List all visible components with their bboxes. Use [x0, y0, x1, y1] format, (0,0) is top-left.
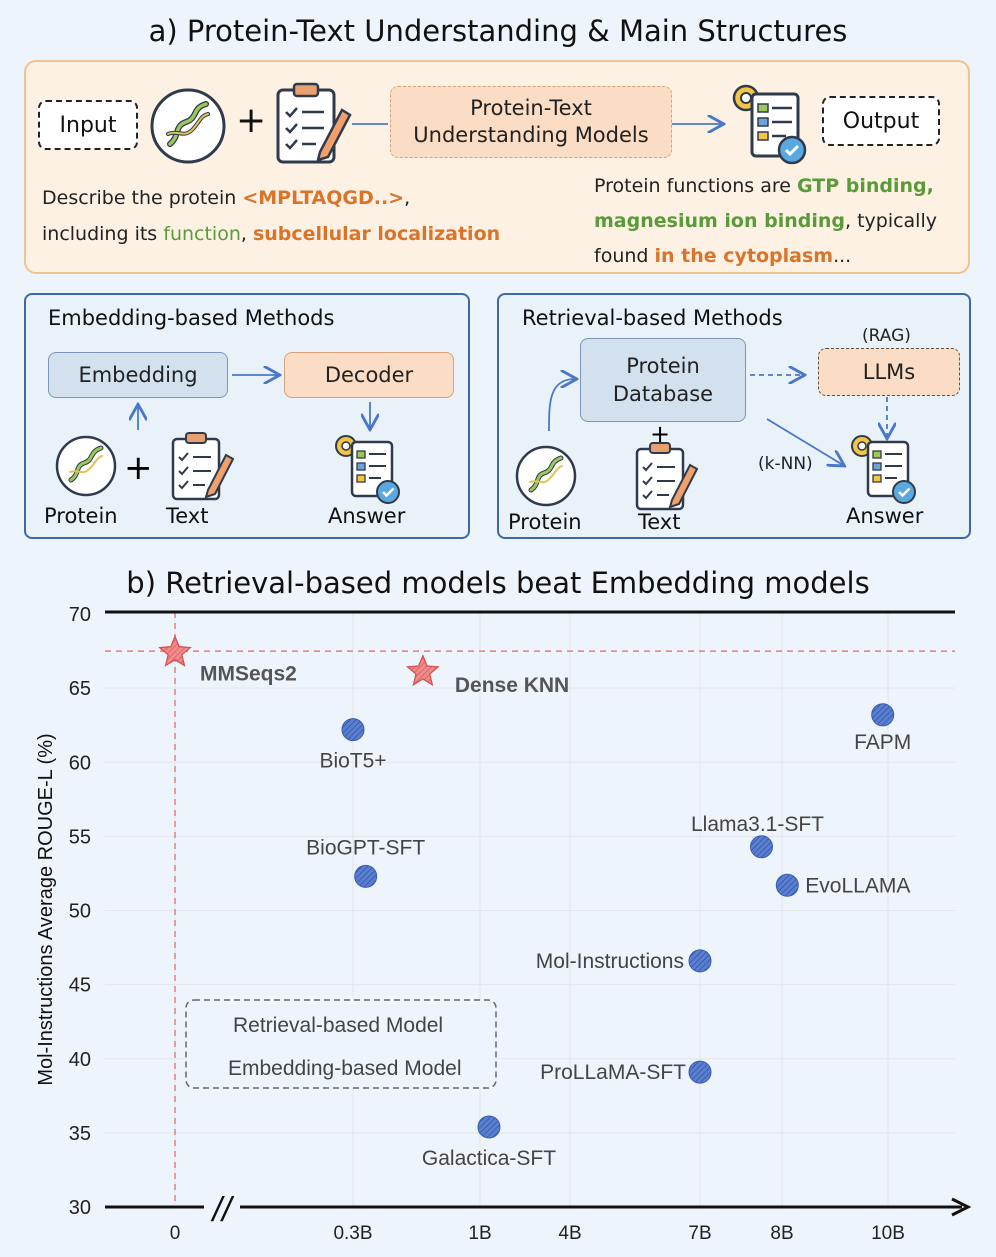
point-biogpt-sft	[354, 864, 378, 888]
label-dense-knn: Dense KNN	[455, 674, 569, 697]
protein-text-model-box: Protein-Text Understanding Models	[390, 86, 672, 158]
answer-line-1: Protein functions are GTP binding,	[594, 175, 934, 197]
y-tick-label: 35	[69, 1123, 91, 1145]
label-prollama-sft: ProLLaMA-SFT	[540, 1061, 686, 1084]
answer-label: Answer	[846, 504, 924, 528]
point-mmseqs2	[158, 634, 192, 667]
clipboard-text-icon	[171, 432, 234, 501]
y-tick-label: 60	[69, 752, 91, 774]
label-llama3-1-sft: Llama3.1-SFT	[691, 813, 824, 836]
point-biot5-	[341, 718, 365, 742]
axis-break: //	[211, 1191, 235, 1229]
legend-retrieval-label: Retrieval-based Model	[233, 1014, 443, 1037]
y-tick-label: 40	[69, 1049, 91, 1071]
point-llama3-1-sft	[750, 835, 773, 859]
embedding-arrows	[0, 340, 470, 540]
x-tick-label: 8B	[770, 1223, 793, 1244]
decoder-box: Decoder	[284, 352, 454, 398]
answer-line-3: found in the cytoplasm...	[594, 245, 852, 267]
y-tick-label: 45	[69, 975, 91, 997]
y-tick-label: 70	[69, 604, 91, 626]
prompt-line-2: including its function, subcellular loca…	[42, 223, 501, 245]
label-mmseqs2: MMSeqs2	[200, 663, 297, 686]
point-fapm	[871, 703, 895, 727]
protein-label: Protein	[44, 504, 118, 528]
scatter-chart: // 30 35 40 45 50 55 60 65 70 0 0.3B 1B 4B 7B 8B 10B Mol…	[35, 604, 972, 1244]
label-biot5-: BioT5+	[319, 750, 386, 773]
protein-helix-icon	[150, 88, 226, 164]
section-a-title: a) Protein-Text Understanding & Main Str…	[148, 14, 848, 48]
prompt-line-1: Describe the protein <MPLTAQGD..>,	[42, 187, 411, 209]
x-tick-label: 7B	[688, 1223, 711, 1244]
protein-label: Protein	[508, 510, 582, 534]
label-fapm: FAPM	[854, 731, 911, 754]
x-tick-label: 10B	[871, 1223, 905, 1244]
point-evollama	[775, 873, 799, 897]
knn-label: (k-NN)	[758, 454, 813, 474]
answer-document-icon	[851, 435, 916, 504]
axis-break-gap	[204, 1199, 240, 1215]
label-evollama: EvoLLAMA	[805, 874, 910, 897]
label-galactica-sft: Galactica-SFT	[422, 1147, 556, 1170]
embedding-box: Embedding	[48, 352, 228, 398]
retrieval-panel-title: Retrieval-based Methods	[522, 306, 783, 330]
x-tick-label: 0.3B	[333, 1223, 372, 1244]
point-prollama-sft	[688, 1060, 712, 1084]
plus-sign: +	[124, 448, 153, 488]
clipboard-text-icon	[635, 442, 698, 511]
text-label: Text	[166, 504, 209, 528]
x-axis-arrow	[951, 1197, 972, 1217]
embedding-panel-title: Embedding-based Methods	[48, 306, 335, 330]
point-dense-knn	[405, 654, 440, 687]
plus-sign: +	[650, 420, 671, 448]
output-label: Output	[822, 96, 940, 146]
answer-label: Answer	[328, 504, 406, 528]
point-galactica-sft	[477, 1115, 501, 1139]
section-b-title: b) Retrieval-based models beat Embedding…	[126, 566, 870, 600]
retrieval-arrows	[548, 293, 971, 539]
llms-box: LLMs	[818, 348, 960, 396]
answer-document-icon	[732, 84, 807, 165]
protein-helix-icon	[55, 435, 117, 497]
y-axis-label: Mol-Instructions Average ROUGE-L (%)	[35, 733, 57, 1085]
protein-database-box: Protein Database	[580, 338, 746, 422]
answer-line-2: magnesium ion binding, typically	[594, 210, 937, 232]
x-tick-label: 1B	[468, 1223, 491, 1244]
x-tick-label: 0	[170, 1223, 181, 1244]
y-tick-label: 50	[69, 901, 91, 923]
clipboard-text-icon	[276, 82, 352, 164]
legend-box	[185, 999, 497, 1089]
text-label: Text	[638, 510, 681, 534]
label-mol-instructions: Mol-Instructions	[536, 950, 684, 973]
y-tick-label: 55	[69, 826, 91, 848]
model-arrows	[352, 110, 750, 140]
label-biogpt-sft: BioGPT-SFT	[306, 836, 425, 859]
legend-embedding-label: Embedding-based Model	[228, 1057, 461, 1080]
protein-helix-icon	[515, 445, 577, 507]
y-tick-label: 65	[69, 678, 91, 700]
rag-label: (RAG)	[862, 326, 911, 346]
point-mol-instructions	[688, 949, 712, 973]
plus-sign: +	[236, 100, 267, 141]
input-label: Input	[38, 100, 138, 150]
y-tick-label: 30	[69, 1197, 91, 1219]
x-tick-label: 4B	[558, 1223, 581, 1244]
answer-document-icon	[335, 435, 400, 504]
